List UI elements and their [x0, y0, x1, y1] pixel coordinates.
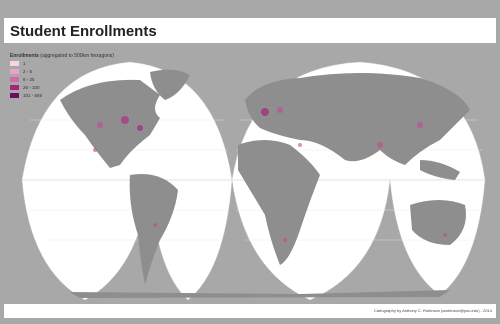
legend-label: 26 - 100 — [23, 85, 40, 90]
legend-swatch — [10, 93, 19, 98]
map — [21, 61, 486, 301]
enrollment-hexagons — [93, 107, 447, 242]
legend-title-main: Enrollments — [10, 53, 39, 59]
legend-label: 1 — [23, 61, 26, 66]
legend-label: 6 - 25 — [23, 77, 35, 82]
legend-swatch — [10, 77, 19, 82]
legend-swatch — [10, 85, 19, 90]
credit: Cartography by Anthony C. Robinson (arob… — [374, 308, 493, 313]
legend-swatch — [10, 69, 19, 74]
header-bar — [4, 18, 496, 43]
legend: Enrollments (aggregated to 500km hexagon… — [10, 53, 114, 98]
legend-title: Enrollments (aggregated to 500km hexagon… — [10, 53, 114, 59]
footer-bar — [4, 304, 496, 318]
legend-label: 101 - 569 — [23, 93, 43, 98]
title: Student Enrollments — [10, 23, 157, 40]
land — [60, 69, 470, 298]
legend-subtitle: (aggregated to 500km hexagons) — [40, 53, 114, 59]
legend-label: 2 - 5 — [23, 69, 33, 74]
legend-swatch — [10, 61, 19, 66]
